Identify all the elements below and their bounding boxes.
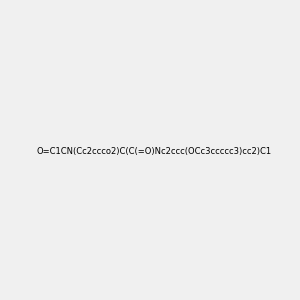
Text: O=C1CN(Cc2ccco2)C(C(=O)Nc2ccc(OCc3ccccc3)cc2)C1: O=C1CN(Cc2ccco2)C(C(=O)Nc2ccc(OCc3ccccc3… bbox=[36, 147, 271, 156]
